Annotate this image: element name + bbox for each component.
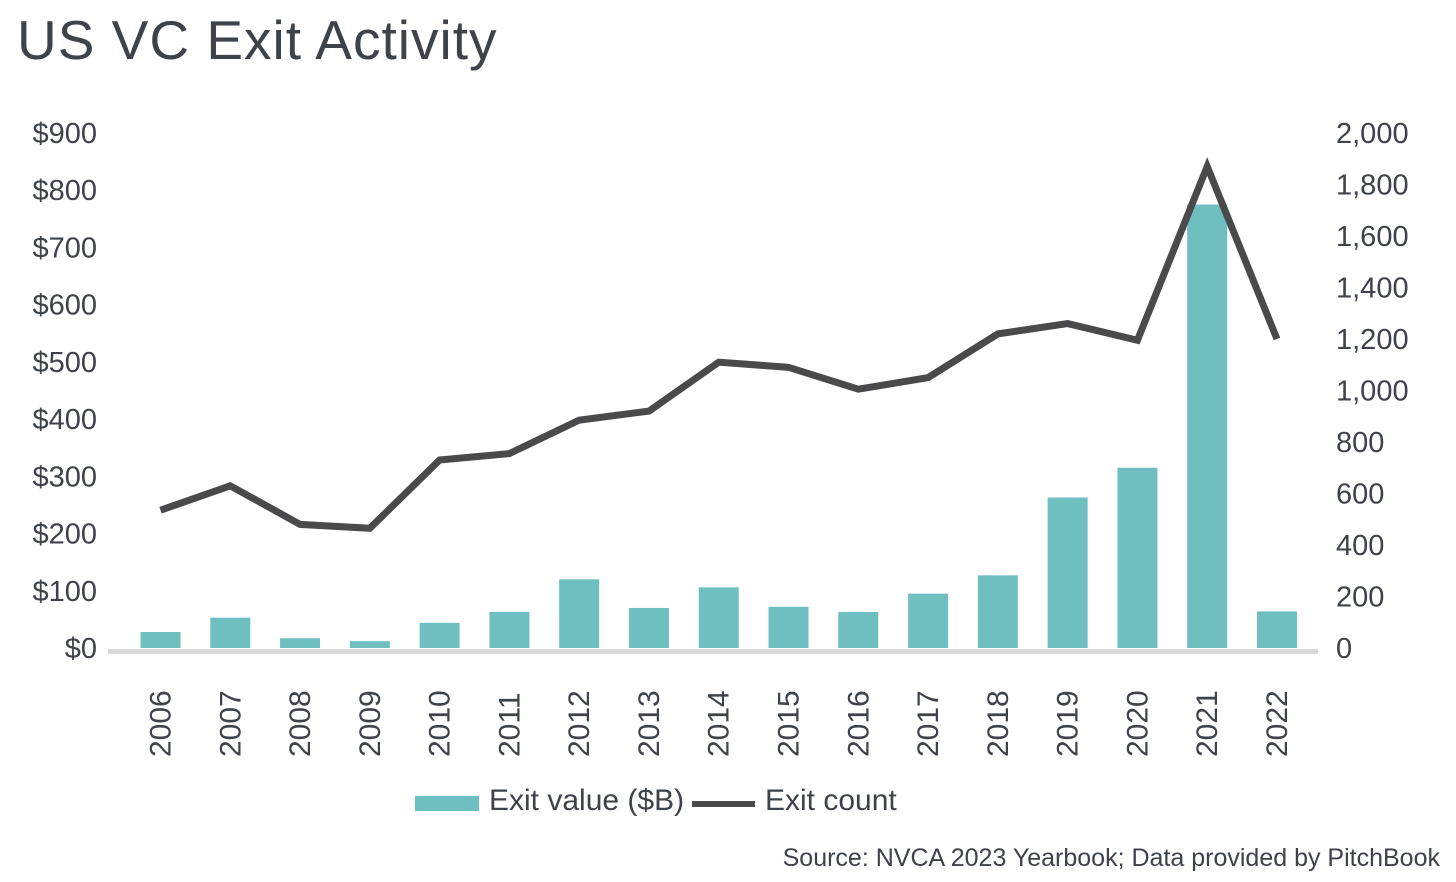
bar-2017 bbox=[908, 593, 949, 648]
right-axis-tick: 800 bbox=[1336, 427, 1384, 459]
right-axis-tick: 2,000 bbox=[1336, 118, 1409, 150]
legend-label-exit-value: Exit value ($B) bbox=[489, 784, 685, 817]
left-axis-tick: $100 bbox=[32, 576, 97, 608]
x-axis-year-label: 2006 bbox=[145, 690, 178, 757]
right-axis-tick: 1,200 bbox=[1336, 324, 1409, 356]
bar-2013 bbox=[628, 607, 669, 648]
x-axis-year-label: 2017 bbox=[912, 690, 945, 757]
bar-2012 bbox=[559, 579, 600, 648]
right-axis-tick: 1,800 bbox=[1336, 170, 1409, 202]
x-axis-year-label: 2016 bbox=[842, 690, 875, 757]
bar-2014 bbox=[698, 587, 739, 648]
bar-2011 bbox=[489, 611, 530, 648]
chart-title: US VC Exit Activity bbox=[17, 9, 498, 71]
bar-2022 bbox=[1256, 611, 1297, 648]
legend-label-exit-count: Exit count bbox=[765, 784, 897, 817]
left-axis-tick: $700 bbox=[32, 232, 97, 264]
exit-count-swatch bbox=[692, 801, 755, 807]
right-axis-tick: 200 bbox=[1336, 582, 1384, 614]
bar-2010 bbox=[419, 622, 460, 648]
left-axis-tick: $500 bbox=[32, 347, 97, 379]
left-axis-tick: $900 bbox=[32, 118, 97, 150]
x-axis-year-label: 2014 bbox=[703, 690, 736, 757]
x-axis-year-label: 2019 bbox=[1052, 690, 1085, 757]
exit-count-line bbox=[159, 157, 1281, 532]
x-axis-year-label: 2009 bbox=[354, 690, 387, 757]
x-axis-line bbox=[108, 649, 1318, 654]
x-axis-year-label: 2022 bbox=[1261, 690, 1294, 757]
bar-2015 bbox=[768, 606, 809, 648]
bar-2020 bbox=[1117, 467, 1158, 648]
bar-2019 bbox=[1047, 497, 1088, 648]
x-axis-year-label: 2018 bbox=[982, 690, 1015, 757]
bar-2018 bbox=[977, 575, 1018, 648]
left-axis-tick: $400 bbox=[32, 404, 97, 436]
left-axis-tick: $200 bbox=[32, 519, 97, 551]
x-axis-year-label: 2015 bbox=[773, 690, 806, 757]
x-axis-year-label: 2010 bbox=[424, 690, 457, 757]
bar-2021 bbox=[1187, 204, 1228, 648]
x-axis-year-label: 2011 bbox=[493, 692, 526, 757]
x-axis-year-label: 2007 bbox=[214, 690, 247, 757]
x-axis-year-label: 2012 bbox=[563, 690, 596, 757]
right-axis-tick: 600 bbox=[1336, 479, 1384, 511]
left-axis-tick: $800 bbox=[32, 175, 97, 207]
left-axis-tick: $300 bbox=[32, 461, 97, 493]
bar-2009 bbox=[349, 641, 390, 648]
bar-2006 bbox=[140, 631, 181, 648]
x-axis-year-label: 2013 bbox=[633, 690, 666, 757]
x-axis-year-label: 2008 bbox=[284, 690, 317, 757]
bar-2016 bbox=[838, 611, 879, 648]
source-note: Source: NVCA 2023 Yearbook; Data provide… bbox=[782, 844, 1440, 872]
right-axis-tick: 1,400 bbox=[1336, 273, 1409, 305]
x-axis-year-label: 2021 bbox=[1191, 690, 1224, 757]
bar-2007 bbox=[210, 617, 251, 648]
left-axis-tick: $0 bbox=[65, 633, 97, 665]
exit-value-swatch bbox=[415, 796, 479, 811]
right-axis-tick: 400 bbox=[1336, 530, 1384, 562]
left-axis-tick: $600 bbox=[32, 290, 97, 322]
bar-2008 bbox=[280, 638, 321, 648]
right-axis-tick: 0 bbox=[1336, 633, 1352, 665]
right-axis-tick: 1,000 bbox=[1336, 376, 1409, 408]
right-axis-tick: 1,600 bbox=[1336, 221, 1409, 253]
x-axis-year-label: 2020 bbox=[1121, 690, 1154, 757]
